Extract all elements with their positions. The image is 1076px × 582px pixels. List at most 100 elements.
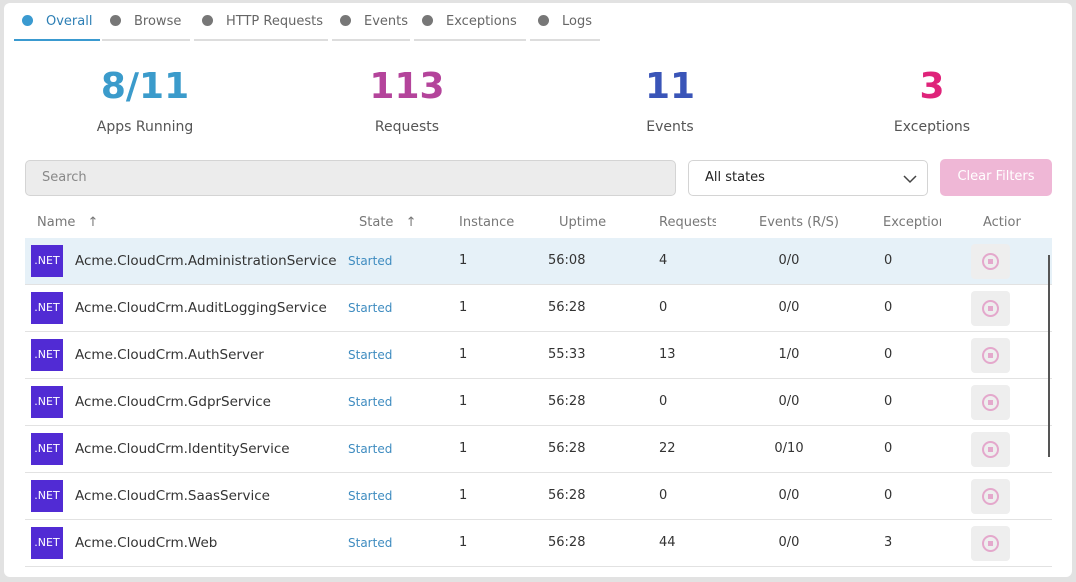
app-name: Acme.CloudCrm.IdentityService — [75, 441, 290, 457]
table-row[interactable]: .NET Acme.CloudCrm.SaasService Started 1 56:… — [25, 473, 1052, 520]
uptime-cell: 56:28 — [548, 300, 586, 315]
app-name: Acme.CloudCrm.SaasService — [75, 488, 270, 504]
state-select[interactable]: All states — [688, 160, 928, 196]
uptime-cell: 56:28 — [548, 488, 586, 503]
column-header[interactable]: State ↑ — [359, 215, 417, 230]
stop-button[interactable] — [971, 526, 1010, 561]
stop-icon — [982, 253, 999, 270]
stat-value: 8/11 — [100, 66, 190, 107]
events-cell: 0/0 — [778, 488, 800, 503]
nav-tab[interactable]: Events — [332, 3, 410, 41]
stop-icon — [982, 300, 999, 317]
dotnet-badge: .NET — [31, 339, 63, 371]
events-cell: 0/10 — [774, 441, 804, 456]
column-header: Instance — [459, 215, 515, 230]
state-cell: Started — [348, 442, 393, 456]
state-cell: Started — [348, 536, 393, 550]
exceptions-cell: 0 — [884, 488, 893, 503]
stop-button[interactable] — [971, 244, 1010, 279]
table-row[interactable]: .NET Acme.CloudCrm.IdentityService Started… — [25, 426, 1052, 473]
uptime-cell: 56:28 — [548, 394, 586, 409]
table-row[interactable]: .NET Acme.CloudCrm.GdprService Started 1 56:… — [25, 379, 1052, 426]
state-cell: Started — [348, 395, 393, 409]
table-row[interactable]: .NET Acme.CloudCrm.Web Started 1 56:28 44 0/0 3 — [25, 520, 1052, 567]
tab-label: Logs — [562, 14, 592, 29]
exceptions-cell: 0 — [884, 347, 893, 362]
app-name: Acme.CloudCrm.GdprService — [75, 394, 271, 410]
stop-button[interactable] — [971, 479, 1010, 514]
stop-button[interactable] — [971, 338, 1010, 373]
stat-label: Requests — [374, 119, 440, 135]
column-header: Requests — [659, 215, 716, 230]
clear-filters-button[interactable]: Clear Filters — [940, 159, 1052, 196]
dashboard-card: Overall Browse HTTP Requests Events Exceptio… — [4, 3, 1072, 577]
app-name: Acme.CloudCrm.Web — [75, 535, 218, 551]
app-name: Acme.CloudCrm.AuditLoggingService — [75, 300, 327, 316]
state-cell: Started — [348, 301, 393, 315]
stop-button[interactable] — [971, 385, 1010, 420]
tab-icon — [340, 15, 351, 26]
table-row[interactable]: .NET Acme.CloudCrm.AuditLoggingService Sta… — [25, 285, 1052, 332]
tab-label: Overall — [46, 14, 93, 29]
stat-value: 11 — [644, 66, 696, 107]
instance-cell: 1 — [459, 488, 468, 503]
dotnet-badge: .NET — [31, 386, 63, 418]
tab-label: Exceptions — [446, 14, 517, 29]
column-header: Uptime — [559, 215, 607, 230]
exceptions-cell: 0 — [884, 394, 893, 409]
column-header[interactable]: Name ↑ — [37, 215, 99, 230]
stop-icon — [982, 535, 999, 552]
exceptions-cell: 3 — [884, 535, 893, 550]
nav-tab[interactable]: Logs — [530, 3, 600, 41]
scrollbar — [1048, 255, 1050, 457]
dotnet-badge: .NET — [31, 480, 63, 512]
table-row[interactable]: .NET Acme.CloudCrm.AuthServer Started 1 55:3… — [25, 332, 1052, 379]
nav-tab[interactable]: Browse — [102, 3, 190, 41]
app-name: Acme.CloudCrm.AdministrationService — [75, 253, 337, 269]
exceptions-cell: 0 — [884, 300, 893, 315]
instance-cell: 1 — [459, 441, 468, 456]
stop-icon — [982, 394, 999, 411]
column-header: Exceptions — [883, 215, 941, 230]
exceptions-cell: 0 — [884, 441, 893, 456]
dotnet-badge: .NET — [31, 245, 63, 277]
stat-label: Exceptions — [893, 119, 971, 135]
instance-cell: 1 — [459, 300, 468, 315]
nav-tab[interactable]: Overall — [14, 3, 100, 41]
sort-arrow: ↑ — [87, 215, 99, 230]
stat-value: 113 — [369, 66, 445, 107]
stat-label: Events — [646, 119, 694, 135]
events-cell: 1/0 — [778, 347, 800, 362]
nav-tab[interactable]: Exceptions — [414, 3, 526, 41]
sort-arrow: ↑ — [405, 215, 417, 230]
nav-tab[interactable]: HTTP Requests — [194, 3, 328, 41]
dotnet-badge: .NET — [31, 433, 63, 465]
uptime-cell: 56:08 — [548, 253, 586, 268]
tab-label: HTTP Requests — [226, 14, 323, 29]
tab-label: Events — [364, 14, 409, 29]
state-cell: Started — [348, 348, 393, 362]
stop-button[interactable] — [971, 291, 1010, 326]
column-header: Events (R/S) — [759, 215, 839, 230]
instance-cell: 1 — [459, 394, 468, 409]
search-input[interactable]: Search — [25, 160, 676, 196]
tab-icon — [422, 15, 433, 26]
uptime-cell: 56:28 — [548, 535, 586, 550]
requests-cell: 0 — [659, 488, 668, 503]
uptime-cell: 56:28 — [548, 441, 586, 456]
requests-cell: 44 — [659, 535, 676, 550]
chevron — [903, 175, 917, 184]
stop-button[interactable] — [971, 432, 1010, 467]
stat-label: Apps Running — [96, 119, 194, 135]
requests-cell: 0 — [659, 394, 668, 409]
stat-value: 3 — [919, 66, 945, 107]
tab-icon — [202, 15, 213, 26]
state-cell: Started — [348, 489, 393, 503]
stop-icon — [982, 488, 999, 505]
instance-cell: 1 — [459, 535, 468, 550]
events-cell: 0/0 — [778, 253, 800, 268]
table-row[interactable]: .NET Acme.CloudCrm.AdministrationService S… — [25, 238, 1052, 285]
tab-icon — [538, 15, 549, 26]
requests-cell: 0 — [659, 300, 668, 315]
dotnet-badge: .NET — [31, 292, 63, 324]
